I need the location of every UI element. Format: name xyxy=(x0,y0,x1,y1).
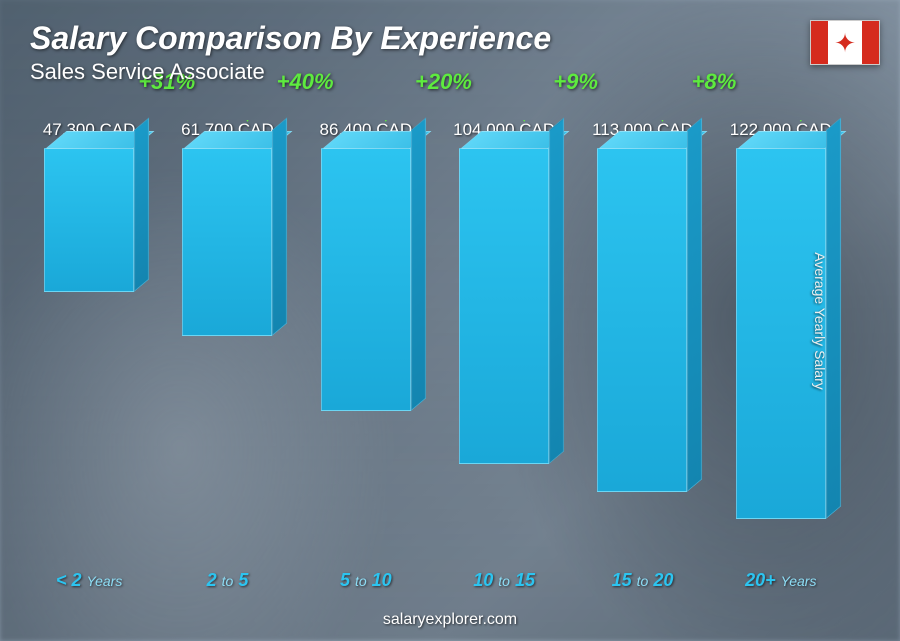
bar-3d xyxy=(459,148,549,464)
bar-3d xyxy=(321,148,411,411)
maple-leaf-icon: ✦ xyxy=(834,30,856,56)
x-axis-label: 20+ Years xyxy=(722,570,840,591)
bar-3d xyxy=(44,148,134,292)
bar-front xyxy=(321,148,411,411)
bar-side xyxy=(272,117,287,336)
bar-slot: 104,000 CAD xyxy=(445,120,563,551)
flag-band-left xyxy=(811,21,828,64)
bar-slot: 61,700 CAD xyxy=(168,120,286,551)
header: Salary Comparison By Experience Sales Se… xyxy=(30,20,551,85)
bar-front xyxy=(44,148,134,292)
bars-container: 47,300 CAD61,700 CAD86,400 CAD104,000 CA… xyxy=(30,120,840,551)
country-flag-canada: ✦ xyxy=(810,20,880,65)
bar-slot: 113,000 CAD xyxy=(583,120,701,551)
bar-slot: 47,300 CAD xyxy=(30,120,148,551)
bar-side xyxy=(411,117,426,411)
bar-side xyxy=(826,117,841,519)
bar-side xyxy=(687,117,702,492)
x-axis-label: 2 to 5 xyxy=(168,570,286,591)
bar-front xyxy=(459,148,549,464)
flag-band-center: ✦ xyxy=(828,21,862,64)
y-axis-label: Average Yearly Salary xyxy=(811,252,827,390)
bar-front xyxy=(182,148,272,336)
footer-attribution: salaryexplorer.com xyxy=(0,611,900,629)
bar-slot: 86,400 CAD xyxy=(307,120,425,551)
pct-increase-label: +9% xyxy=(553,69,598,95)
chart-subtitle: Sales Service Associate xyxy=(30,59,551,85)
chart-area: 47,300 CAD61,700 CAD86,400 CAD104,000 CA… xyxy=(30,120,840,551)
x-axis-label: < 2 Years xyxy=(30,570,148,591)
chart-title: Salary Comparison By Experience xyxy=(30,20,551,57)
x-axis-label: 5 to 10 xyxy=(307,570,425,591)
bar-front xyxy=(597,148,687,492)
x-axis-label: 15 to 20 xyxy=(583,570,701,591)
bar-3d xyxy=(182,148,272,336)
bar-side xyxy=(134,117,149,292)
x-axis-label: 10 to 15 xyxy=(445,570,563,591)
flag-band-right xyxy=(862,21,879,64)
x-axis-labels: < 2 Years 2 to 5 5 to 10 10 to 15 15 to 20 20… xyxy=(30,570,840,591)
pct-increase-label: +8% xyxy=(692,69,737,95)
bar-side xyxy=(549,117,564,464)
bar-3d xyxy=(597,148,687,492)
